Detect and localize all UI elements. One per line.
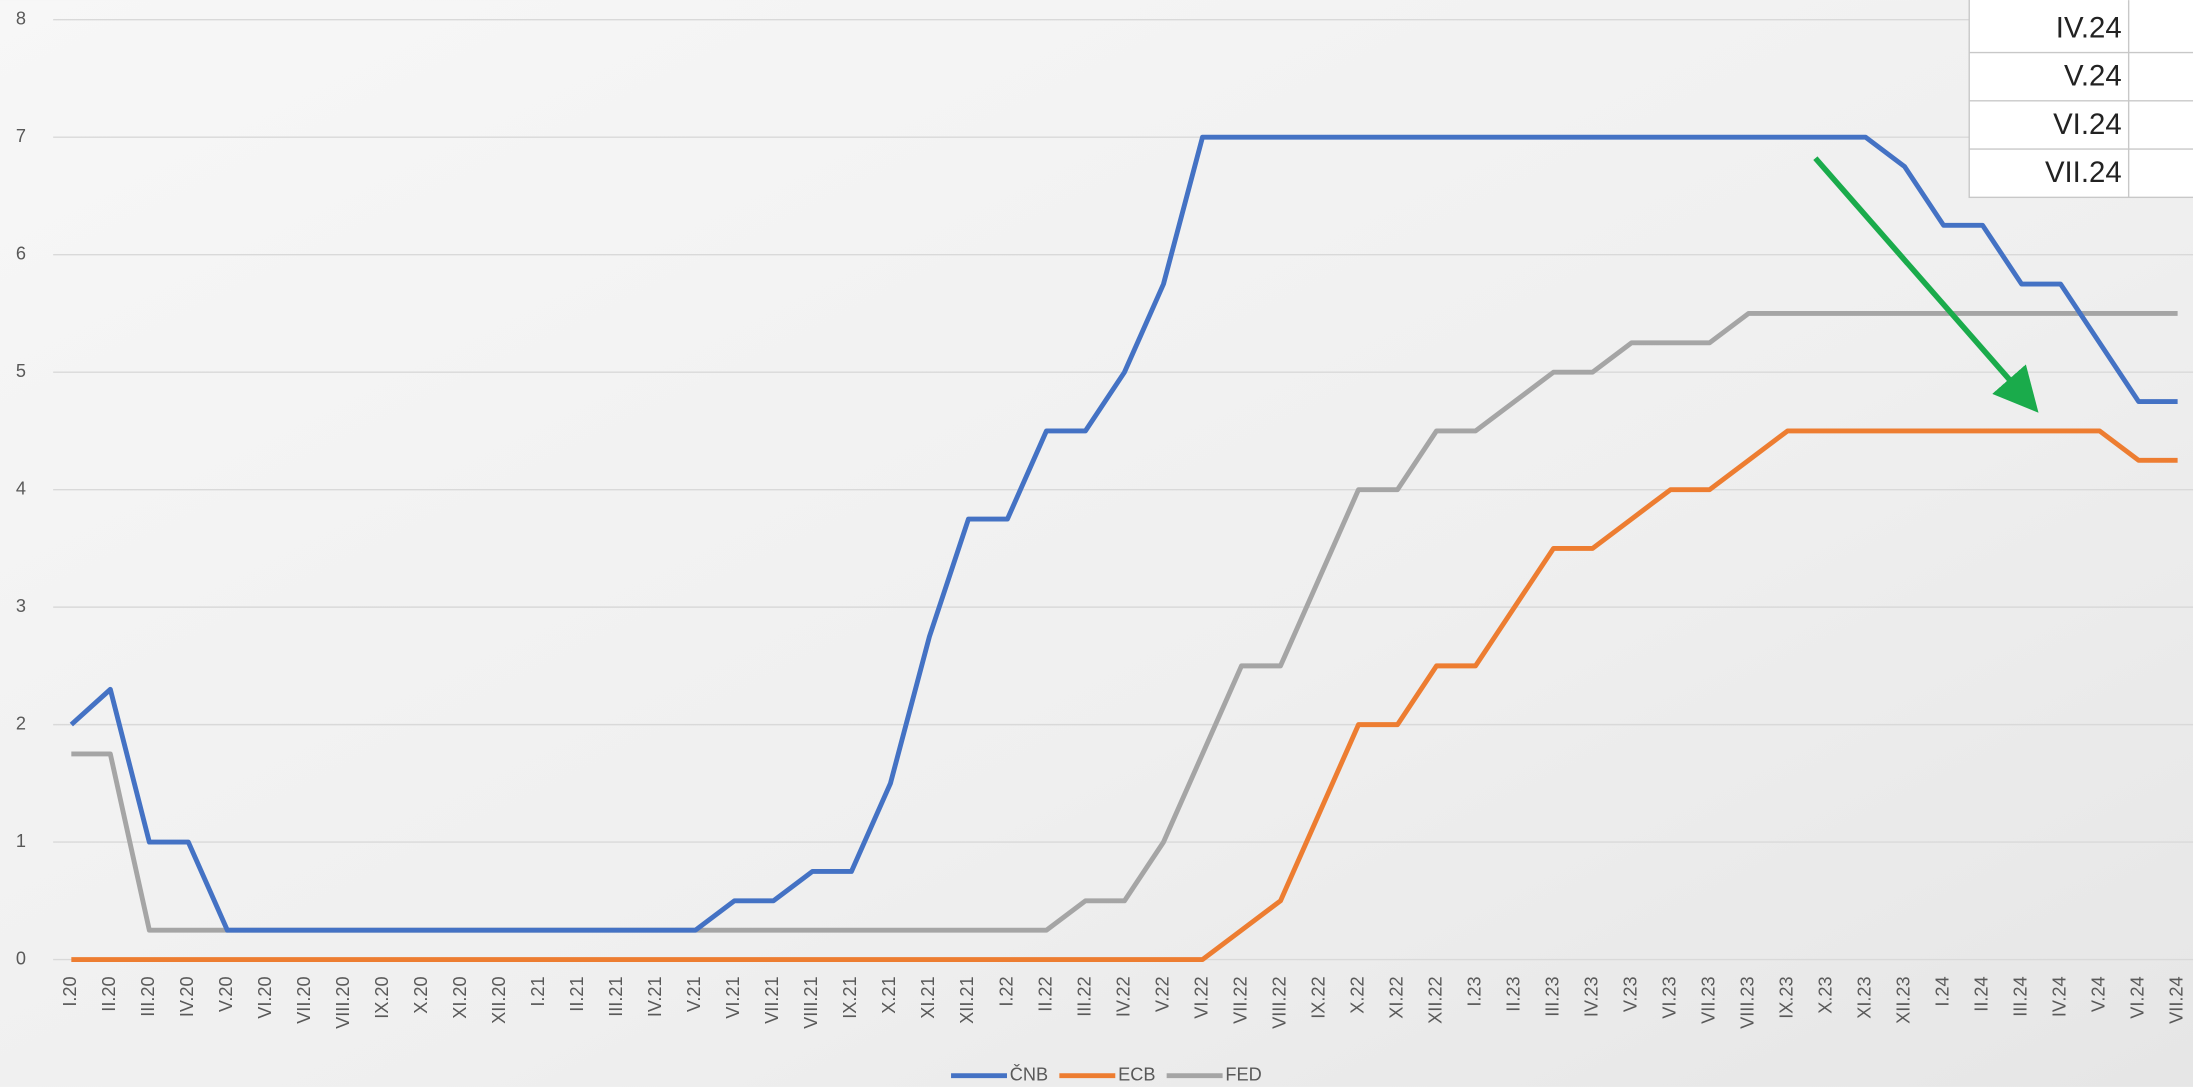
x-tick-label: IV.22 xyxy=(1113,976,1133,1017)
x-tick-label: IV.20 xyxy=(177,976,197,1017)
x-tick-label: XII.20 xyxy=(489,976,509,1023)
x-tick-label: II.22 xyxy=(1035,976,1055,1011)
x-tick-label: X.20 xyxy=(411,976,431,1013)
x-tick-label: III.24 xyxy=(2010,976,2030,1016)
x-tick-label: XII.21 xyxy=(957,976,977,1023)
x-tick-label: XII.22 xyxy=(1425,976,1445,1023)
x-tick-label: III.22 xyxy=(1074,976,1094,1016)
x-tick-label: II.24 xyxy=(1971,976,1991,1011)
x-tick-label: V.24 xyxy=(2088,976,2108,1012)
table-cell: VI.24 xyxy=(2053,108,2122,141)
x-tick-label: IX.22 xyxy=(1308,976,1328,1018)
y-tick-label: 2 xyxy=(16,713,26,733)
x-tick-label: V.22 xyxy=(1152,976,1172,1012)
y-tick-label: 3 xyxy=(16,596,26,616)
y-tick-label: 0 xyxy=(16,948,26,968)
x-tick-label: X.22 xyxy=(1347,976,1367,1013)
x-tick-label: XII.23 xyxy=(1893,976,1913,1023)
table-cell: V.24 xyxy=(2064,60,2122,93)
x-tick-label: I.22 xyxy=(996,976,1016,1006)
y-tick-label: 7 xyxy=(16,126,26,146)
x-tick-label: XI.21 xyxy=(918,976,938,1018)
x-tick-label: VI.22 xyxy=(1191,976,1211,1018)
y-tick-label: 6 xyxy=(16,243,26,263)
x-tick-label: VIII.22 xyxy=(1269,976,1289,1029)
y-tick-label: 8 xyxy=(16,9,26,29)
legend-label: ČNB xyxy=(1010,1063,1048,1084)
x-tick-label: XI.20 xyxy=(450,976,470,1018)
x-tick-label: IX.23 xyxy=(1776,976,1796,1018)
y-tick-label: 4 xyxy=(16,478,26,498)
x-tick-label: V.21 xyxy=(684,976,704,1012)
trend-arrow xyxy=(1813,156,2039,413)
x-tick-label: XI.22 xyxy=(1386,976,1406,1018)
x-tick-label: IV.23 xyxy=(1581,976,1601,1017)
x-tick-label: VII.20 xyxy=(294,976,314,1023)
x-tick-label: III.20 xyxy=(138,976,158,1016)
x-tick-label: III.23 xyxy=(1542,976,1562,1016)
x-tick-label: VI.21 xyxy=(723,976,743,1018)
x-tick-label: IV.21 xyxy=(645,976,665,1017)
table-cell: IV.24 xyxy=(2056,11,2122,44)
x-tick-label: VI.23 xyxy=(1659,976,1679,1018)
table-bg xyxy=(1968,0,2193,199)
y-tick-label: 1 xyxy=(16,831,26,851)
legend-label: ECB xyxy=(1118,1064,1155,1084)
x-tick-label: VIII.20 xyxy=(333,976,353,1029)
x-tick-label: X.23 xyxy=(1815,976,1835,1013)
table-cell: VII.24 xyxy=(2045,156,2122,189)
x-tick-label: I.24 xyxy=(1932,976,1952,1006)
x-tick-label: X.21 xyxy=(879,976,899,1013)
x-tick-label: VII.24 xyxy=(2166,976,2186,1023)
x-tick-label: III.21 xyxy=(606,976,626,1016)
x-tick-label: IX.21 xyxy=(840,976,860,1018)
y-tick-label: 5 xyxy=(16,361,26,381)
x-tick-label: II.23 xyxy=(1503,976,1523,1011)
x-tick-label: IV.24 xyxy=(2049,976,2069,1017)
x-tick-label: VI.24 xyxy=(2127,976,2147,1018)
x-tick-label: IX.20 xyxy=(372,976,392,1018)
series-line xyxy=(69,134,2178,933)
legend-label: FED xyxy=(1225,1064,1261,1084)
x-tick-label: II.21 xyxy=(567,976,587,1011)
x-tick-label: V.23 xyxy=(1620,976,1640,1012)
x-tick-label: V.20 xyxy=(216,976,236,1012)
x-tick-label: VII.23 xyxy=(1698,976,1718,1023)
x-tick-label: XI.23 xyxy=(1854,976,1874,1018)
x-tick-label: VII.21 xyxy=(762,976,782,1023)
series-line xyxy=(71,428,2178,963)
x-tick-label: I.21 xyxy=(528,976,548,1006)
x-tick-label: VIII.21 xyxy=(801,976,821,1029)
x-tick-label: II.20 xyxy=(99,976,119,1011)
x-tick-label: VII.22 xyxy=(1230,976,1250,1023)
x-tick-label: I.20 xyxy=(60,976,80,1006)
x-tick-label: I.23 xyxy=(1464,976,1484,1006)
x-tick-label: VI.20 xyxy=(255,976,275,1018)
x-tick-label: VIII.23 xyxy=(1737,976,1757,1029)
